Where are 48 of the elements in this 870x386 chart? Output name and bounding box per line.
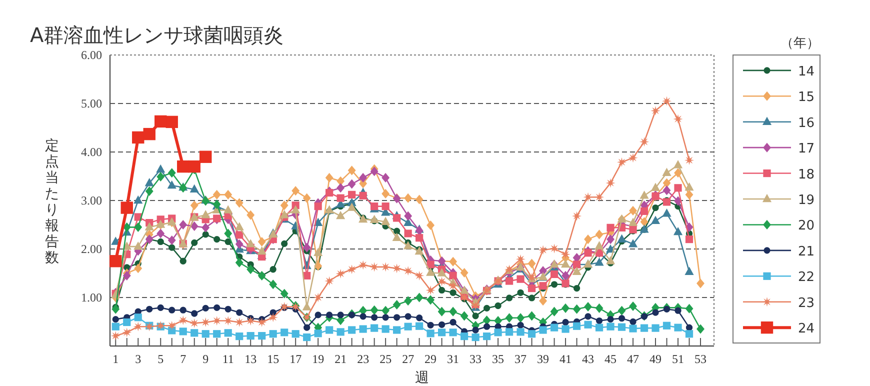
- x-tick-label: 27: [402, 352, 414, 366]
- x-tick-label: 7: [180, 352, 186, 366]
- x-tick-label: 5: [158, 352, 164, 366]
- x-tick-label: 41: [560, 352, 572, 366]
- y-tick-label: 3.00: [81, 194, 102, 208]
- legend-label: 17: [798, 142, 815, 157]
- legend-title: （年）: [780, 36, 820, 51]
- legend-label: 24: [798, 322, 815, 337]
- x-tick-label: 29: [424, 352, 437, 366]
- y-tick-label: 6.00: [81, 48, 102, 62]
- x-tick-label: 3: [135, 352, 142, 366]
- x-tick-label: 13: [244, 352, 257, 366]
- legend-label: 18: [798, 167, 815, 182]
- legend-label: 21: [798, 244, 815, 260]
- x-tick-label: 35: [492, 352, 504, 366]
- x-tick-label: 49: [650, 352, 662, 366]
- x-tick-label: 45: [604, 352, 617, 366]
- x-tick-label: 51: [672, 352, 684, 366]
- x-tick-label: 43: [582, 352, 594, 366]
- x-tick-label: 21: [334, 352, 347, 366]
- x-tick-label: 15: [267, 352, 280, 366]
- x-tick-label: 11: [222, 352, 234, 366]
- y-tick-label: 4.00: [81, 145, 102, 159]
- x-tick-label: 31: [447, 352, 460, 366]
- y-tick-label: 2.00: [81, 242, 102, 256]
- x-tick-label: 9: [202, 352, 209, 366]
- x-tick-label: 39: [537, 352, 550, 366]
- y-tick-label: 5.00: [81, 96, 102, 110]
- x-axis-title: 週: [415, 370, 429, 386]
- legend-label: 23: [798, 296, 815, 311]
- x-tick-label: 33: [470, 352, 482, 366]
- x-tick-label: 1: [112, 352, 119, 366]
- x-tick-label: 53: [694, 352, 707, 366]
- x-tick-label: 25: [380, 352, 392, 366]
- x-tick-label: 37: [514, 352, 527, 366]
- legend-label: 22: [798, 270, 815, 286]
- legend-label: 19: [798, 193, 815, 208]
- x-tick-label: 23: [357, 352, 370, 366]
- y-axis-title: 定点当たり報告数: [45, 138, 59, 266]
- title: A群溶血性レンサ球菌咽頭炎: [30, 23, 284, 47]
- legend-label: 16: [798, 116, 815, 131]
- y-tick-label: 1.00: [81, 290, 102, 304]
- legend-label: 15: [798, 90, 815, 106]
- x-tick-label: 19: [312, 352, 324, 366]
- x-tick-label: 17: [290, 352, 302, 366]
- x-tick-label: 47: [627, 352, 640, 366]
- legend-label: 20: [798, 218, 815, 234]
- legend-label: 14: [798, 64, 815, 80]
